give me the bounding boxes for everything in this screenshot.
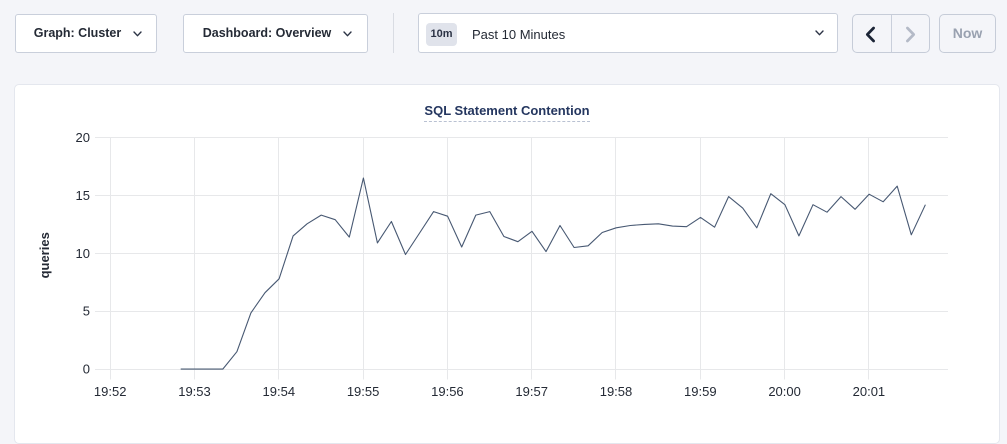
svg-text:19:53: 19:53	[178, 384, 211, 399]
svg-text:20:01: 20:01	[853, 384, 886, 399]
svg-text:0: 0	[83, 362, 90, 377]
svg-text:15: 15	[76, 188, 90, 203]
svg-text:19:59: 19:59	[684, 384, 717, 399]
svg-text:19:58: 19:58	[600, 384, 633, 399]
svg-text:10: 10	[76, 246, 90, 261]
svg-text:5: 5	[83, 304, 90, 319]
svg-text:19:52: 19:52	[94, 384, 127, 399]
svg-text:19:54: 19:54	[263, 384, 296, 399]
svg-text:19:57: 19:57	[515, 384, 548, 399]
svg-text:20:00: 20:00	[768, 384, 801, 399]
svg-text:19:56: 19:56	[431, 384, 464, 399]
svg-text:19:55: 19:55	[347, 384, 380, 399]
svg-text:queries: queries	[37, 232, 52, 278]
svg-text:20: 20	[76, 130, 90, 145]
